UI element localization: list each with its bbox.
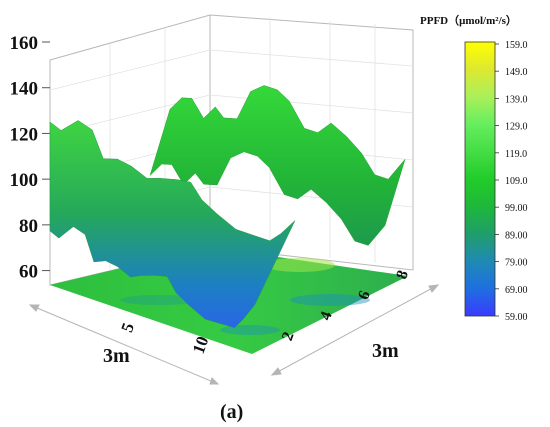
- colorbar-label: 109.0: [505, 176, 528, 187]
- colorbar-label: 159.0: [505, 40, 528, 51]
- z-tick-label: 100: [10, 170, 39, 191]
- colorbar-label: 129.0: [505, 122, 528, 133]
- colorbar-label: 89.00: [505, 230, 528, 241]
- colorbar-title: PPFD（μmol/m²/s）: [420, 14, 517, 27]
- colorbar-label: 79.00: [505, 258, 528, 269]
- colorbar-labels: 159.0 149.0 139.0 129.0 119.0 109.0 99.00 89.00…: [495, 40, 528, 323]
- z-tick-label: 140: [10, 79, 39, 100]
- floor-detail: [120, 258, 370, 335]
- colorbar-label: 149.0: [505, 67, 528, 78]
- y-axis-label: 3m: [372, 340, 399, 362]
- surface-back: [149, 85, 406, 246]
- axis-arrows: [28, 284, 440, 385]
- z-tick-label: 160: [10, 33, 39, 54]
- colorbar-label: 119.0: [505, 149, 527, 160]
- x-axis-label: 3m: [103, 345, 130, 367]
- colorbar-rect: [464, 41, 496, 317]
- colorbar-label: 99.00: [505, 203, 528, 214]
- surface-front: [49, 120, 296, 329]
- x-tick-label: 5: [117, 320, 138, 334]
- z-axis-ticks: 60 80 100 120 140 160: [10, 33, 50, 283]
- z-tick-label: 120: [10, 124, 39, 145]
- z-tick-label: 80: [19, 216, 38, 237]
- colorbar-label: 139.0: [505, 94, 528, 105]
- colorbar-label: 69.00: [505, 285, 528, 296]
- figure-caption: (a): [220, 401, 243, 423]
- colorbar-label: 59.00: [505, 312, 528, 323]
- z-tick-label: 60: [19, 262, 38, 283]
- x-tick-label: 10: [189, 334, 213, 356]
